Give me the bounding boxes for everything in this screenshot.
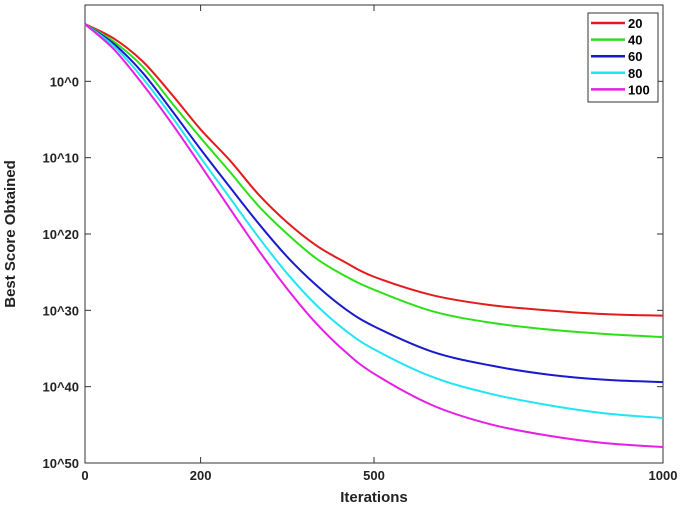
x-axis-label: Iterations (340, 489, 408, 505)
plot-area (84, 4, 664, 464)
legend-entry-60: 60 (628, 49, 642, 64)
x-axis: 0 200 500 1000 (81, 5, 677, 483)
x-tick-label: 500 (363, 468, 385, 483)
series-line-20 (84, 23, 664, 317)
x-tick-label: 1000 (649, 468, 678, 483)
y-tick-label: 10^10 (42, 151, 79, 166)
x-tick-label: 200 (190, 468, 212, 483)
legend-entry-20: 20 (628, 16, 642, 31)
legend-entry-80: 80 (628, 66, 642, 81)
series-line-100 (84, 23, 664, 448)
y-tick-label: 10^0 (50, 74, 79, 89)
series-line-80 (84, 23, 664, 419)
x-tick-label: 0 (81, 468, 88, 483)
y-tick-label: 10^40 (42, 380, 79, 395)
y-tick-label: 10^30 (42, 303, 79, 318)
legend-entry-40: 40 (628, 33, 642, 48)
y-axis-label: Best Score Obtained (2, 160, 19, 308)
y-tick-label: 10^20 (42, 227, 79, 242)
series-line-60 (84, 23, 664, 384)
legend-box (587, 12, 659, 103)
series-lines (84, 23, 664, 448)
series-line-40 (84, 23, 664, 339)
legend-entry-100: 100 (628, 82, 650, 97)
y-axis: 10^0 10^10 10^20 10^30 10^40 10^50 (42, 74, 663, 471)
y-tick-label: 10^50 (42, 456, 79, 471)
